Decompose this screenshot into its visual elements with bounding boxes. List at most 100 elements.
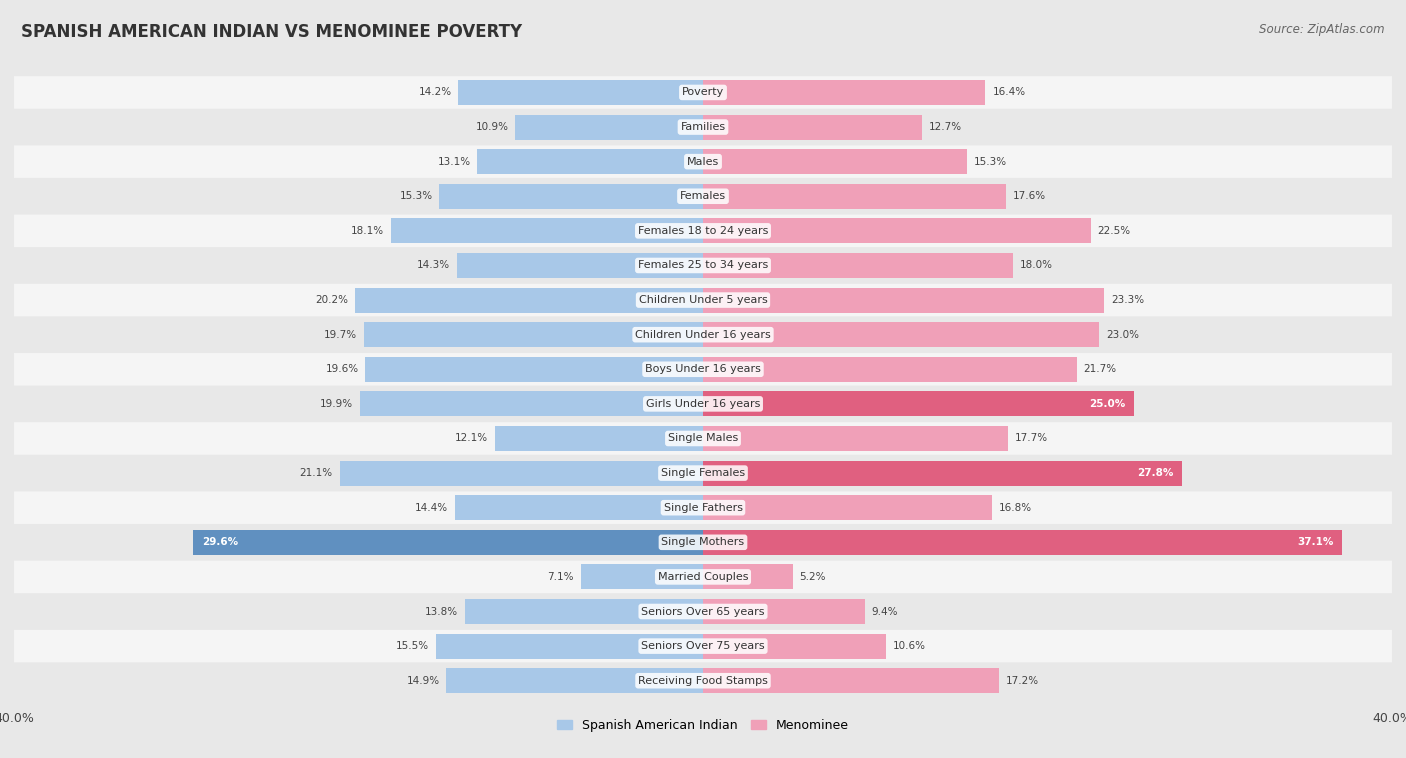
Text: SPANISH AMERICAN INDIAN VS MENOMINEE POVERTY: SPANISH AMERICAN INDIAN VS MENOMINEE POV… [21, 23, 522, 41]
Text: 14.3%: 14.3% [416, 261, 450, 271]
Bar [703, 426, 1008, 451]
Bar [465, 599, 703, 624]
Bar [703, 391, 1133, 416]
Text: 10.9%: 10.9% [475, 122, 509, 132]
Text: 21.7%: 21.7% [1084, 365, 1116, 374]
Text: 16.8%: 16.8% [1000, 503, 1032, 512]
Bar [391, 218, 703, 243]
Bar [458, 80, 703, 105]
Text: Girls Under 16 years: Girls Under 16 years [645, 399, 761, 409]
Text: 14.9%: 14.9% [406, 675, 440, 686]
Text: 23.3%: 23.3% [1111, 295, 1144, 305]
FancyBboxPatch shape [14, 111, 1392, 143]
Bar [193, 530, 703, 555]
Bar [703, 183, 1007, 208]
FancyBboxPatch shape [14, 422, 1392, 455]
Text: Source: ZipAtlas.com: Source: ZipAtlas.com [1260, 23, 1385, 36]
FancyBboxPatch shape [14, 146, 1392, 178]
Text: Females 25 to 34 years: Females 25 to 34 years [638, 261, 768, 271]
Text: 5.2%: 5.2% [800, 572, 825, 582]
Bar [495, 426, 703, 451]
Bar [703, 669, 1000, 693]
FancyBboxPatch shape [14, 526, 1392, 559]
Bar [478, 149, 703, 174]
Bar [703, 634, 886, 659]
Text: 20.2%: 20.2% [315, 295, 349, 305]
Text: 15.3%: 15.3% [973, 157, 1007, 167]
Text: 16.4%: 16.4% [993, 87, 1025, 98]
Bar [440, 183, 703, 208]
Bar [703, 565, 793, 590]
Text: 37.1%: 37.1% [1296, 537, 1333, 547]
Text: Boys Under 16 years: Boys Under 16 years [645, 365, 761, 374]
FancyBboxPatch shape [14, 665, 1392, 697]
Bar [364, 322, 703, 347]
Bar [703, 114, 922, 139]
Text: 13.8%: 13.8% [425, 606, 458, 616]
Text: Single Fathers: Single Fathers [664, 503, 742, 512]
Text: 23.0%: 23.0% [1107, 330, 1139, 340]
FancyBboxPatch shape [14, 387, 1392, 420]
Bar [456, 495, 703, 520]
Text: 18.0%: 18.0% [1019, 261, 1053, 271]
Text: 18.1%: 18.1% [352, 226, 384, 236]
Text: Single Mothers: Single Mothers [661, 537, 745, 547]
Bar [703, 253, 1012, 278]
Text: 10.6%: 10.6% [893, 641, 925, 651]
Bar [703, 495, 993, 520]
Text: 14.4%: 14.4% [415, 503, 449, 512]
Bar [703, 149, 966, 174]
FancyBboxPatch shape [14, 318, 1392, 351]
Text: 14.2%: 14.2% [419, 87, 451, 98]
Text: Single Males: Single Males [668, 434, 738, 443]
Text: 17.6%: 17.6% [1012, 191, 1046, 202]
Text: 12.7%: 12.7% [928, 122, 962, 132]
Bar [356, 287, 703, 312]
FancyBboxPatch shape [14, 249, 1392, 282]
Text: Seniors Over 65 years: Seniors Over 65 years [641, 606, 765, 616]
Bar [703, 287, 1104, 312]
FancyBboxPatch shape [14, 215, 1392, 247]
Text: 29.6%: 29.6% [202, 537, 238, 547]
Text: Females 18 to 24 years: Females 18 to 24 years [638, 226, 768, 236]
FancyBboxPatch shape [14, 283, 1392, 316]
Text: 9.4%: 9.4% [872, 606, 898, 616]
Legend: Spanish American Indian, Menominee: Spanish American Indian, Menominee [553, 714, 853, 737]
Bar [703, 218, 1091, 243]
Text: 7.1%: 7.1% [547, 572, 574, 582]
FancyBboxPatch shape [14, 353, 1392, 386]
Text: Married Couples: Married Couples [658, 572, 748, 582]
Text: 27.8%: 27.8% [1137, 468, 1173, 478]
Bar [703, 530, 1341, 555]
FancyBboxPatch shape [14, 491, 1392, 524]
Bar [515, 114, 703, 139]
Text: 12.1%: 12.1% [454, 434, 488, 443]
Text: Females: Females [681, 191, 725, 202]
Text: Families: Families [681, 122, 725, 132]
Text: Receiving Food Stamps: Receiving Food Stamps [638, 675, 768, 686]
Text: Seniors Over 75 years: Seniors Over 75 years [641, 641, 765, 651]
Bar [340, 461, 703, 486]
Bar [703, 357, 1077, 382]
FancyBboxPatch shape [14, 561, 1392, 594]
Text: 15.3%: 15.3% [399, 191, 433, 202]
FancyBboxPatch shape [14, 76, 1392, 108]
Bar [703, 461, 1182, 486]
Bar [703, 80, 986, 105]
Text: 17.7%: 17.7% [1015, 434, 1047, 443]
Bar [581, 565, 703, 590]
Text: 13.1%: 13.1% [437, 157, 471, 167]
Text: 22.5%: 22.5% [1098, 226, 1130, 236]
FancyBboxPatch shape [14, 595, 1392, 628]
Text: 25.0%: 25.0% [1088, 399, 1125, 409]
Bar [436, 634, 703, 659]
Text: Children Under 16 years: Children Under 16 years [636, 330, 770, 340]
FancyBboxPatch shape [14, 180, 1392, 212]
Bar [703, 322, 1099, 347]
Text: 21.1%: 21.1% [299, 468, 333, 478]
FancyBboxPatch shape [14, 630, 1392, 662]
Text: 19.7%: 19.7% [323, 330, 357, 340]
Bar [366, 357, 703, 382]
Bar [457, 253, 703, 278]
Text: Children Under 5 years: Children Under 5 years [638, 295, 768, 305]
